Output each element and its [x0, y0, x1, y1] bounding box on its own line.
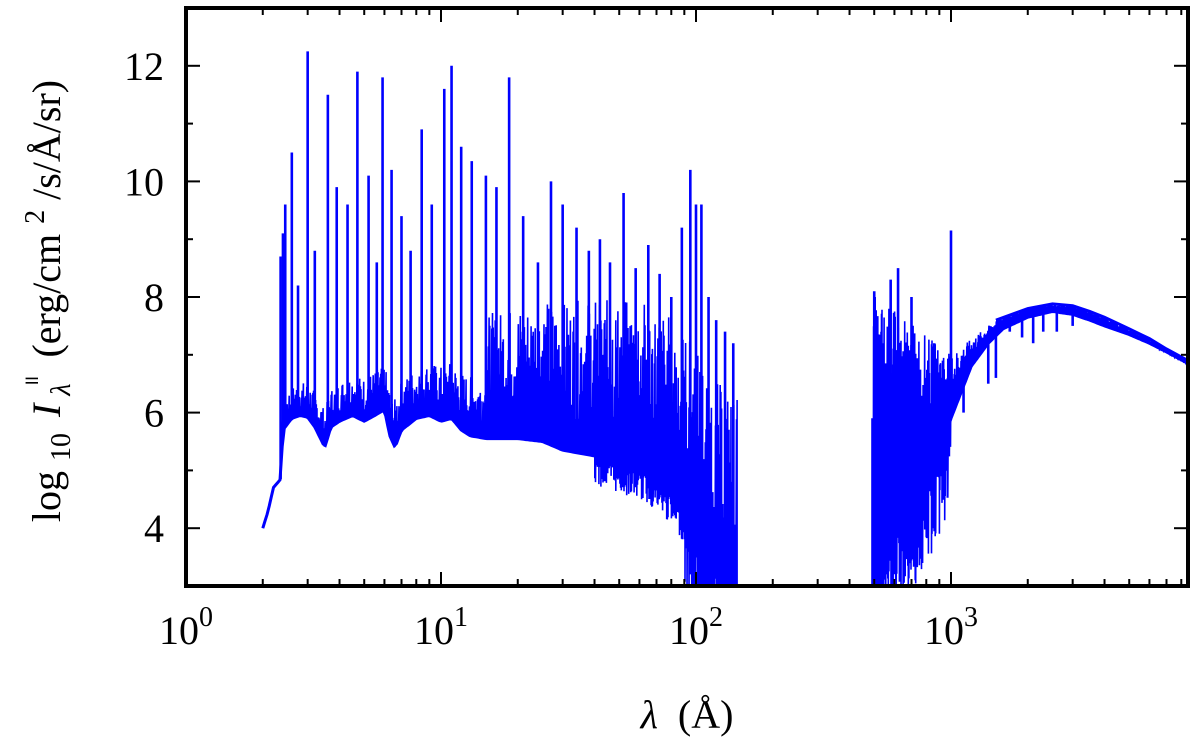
- spectrum-forest-0: [262, 300, 738, 586]
- y-axis-sub: λ: [46, 384, 77, 397]
- x-tick-label: 100: [159, 602, 213, 653]
- x-tick-exp: 2: [709, 602, 723, 633]
- y-axis-log: log: [24, 471, 69, 522]
- y-axis-log-sub: 10: [46, 433, 77, 461]
- spectrum-continuum-0: [261, 408, 729, 586]
- y-axis-unit: (erg/cm: [24, 234, 69, 358]
- x-axis-title: λ (Å): [640, 692, 734, 737]
- y-axis-title: log 10 I λ ॥ (erg/cm 2 /s/Å/sr): [2, 80, 79, 522]
- x-tick-base: 10: [924, 608, 964, 653]
- spectrum-continuum-1: [872, 309, 1188, 586]
- x-tick-label: 101: [414, 602, 468, 653]
- y-tick-label: 12: [124, 44, 164, 89]
- x-tick-base: 10: [159, 608, 199, 653]
- series-layer: [261, 51, 1188, 586]
- x-tick-exp: 1: [454, 602, 468, 633]
- x-axis-unit: (Å): [678, 692, 734, 737]
- x-tick-base: 10: [669, 608, 709, 653]
- x-tick-base: 10: [414, 608, 454, 653]
- x-axis-symbol: λ: [640, 692, 658, 737]
- y-tick-label: 8: [144, 275, 164, 320]
- y-axis-unit-rest: /s/Å/sr): [24, 80, 69, 200]
- spectrum-envelope-1: [995, 302, 1188, 362]
- x-tick-exp: 3: [964, 602, 978, 633]
- spectrum-forest-1: [871, 296, 1188, 586]
- y-tick-label: 10: [124, 159, 164, 204]
- x-tick-label: 102: [669, 602, 723, 653]
- y-tick-label: 4: [144, 506, 164, 551]
- y-axis-symbol: I: [24, 402, 69, 418]
- x-tick-label: 103: [924, 602, 978, 653]
- y-axis-unit-sup: 2: [20, 210, 51, 224]
- y-tick-label: 6: [144, 391, 164, 436]
- y-axis-sup: ॥: [21, 376, 43, 388]
- x-tick-exp: 0: [199, 602, 213, 633]
